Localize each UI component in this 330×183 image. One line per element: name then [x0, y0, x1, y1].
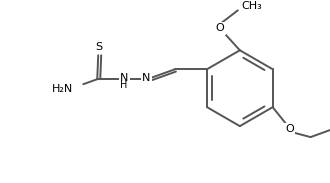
- Text: N: N: [120, 73, 128, 83]
- Text: CH₃: CH₃: [242, 1, 263, 11]
- Text: H: H: [120, 80, 128, 90]
- Text: H₂N: H₂N: [52, 84, 73, 94]
- Text: O: O: [285, 124, 294, 134]
- Text: O: O: [215, 23, 224, 33]
- Text: N: N: [142, 73, 150, 83]
- Text: S: S: [96, 42, 103, 52]
